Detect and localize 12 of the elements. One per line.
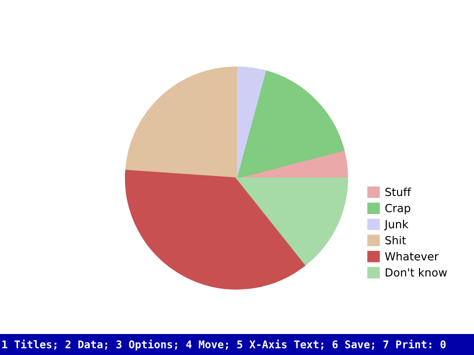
text: 1 Titles; 2 Data; 3 Options; 4 Move; 5 X-Axis Text; 6 Save; 7 Print: 0 [2, 340, 446, 350]
pie-slice [125, 66, 238, 179]
pie-slice [236, 70, 345, 179]
legend-label: Shit [385, 236, 406, 244]
legend-label: Don't know [386, 268, 447, 277]
legend-label: Junk [384, 220, 408, 230]
pie-slice [236, 177, 348, 266]
legend-label: Stuff [385, 188, 412, 196]
legend-label: Crap [385, 204, 410, 214]
legend-label: Whatever [385, 252, 439, 261]
pie-slice [236, 66, 266, 179]
pie-slice [124, 170, 306, 290]
